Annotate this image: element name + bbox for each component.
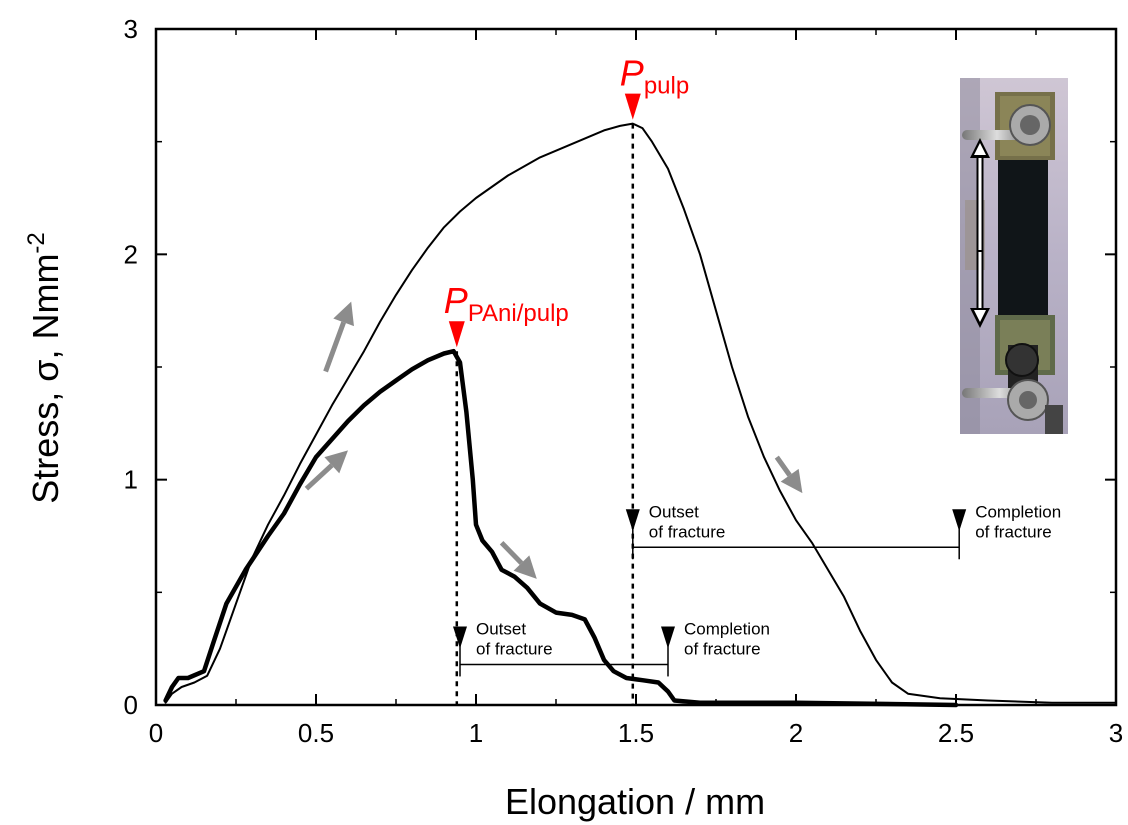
fracture-label-pani-completion-line1: Completion [684, 619, 770, 638]
direction-arrow-head-0 [333, 301, 354, 327]
peak-drop-lines [455, 123, 635, 705]
fracture-marker-pani-completion [661, 626, 675, 649]
x-axis-title: Elongation / mm [505, 781, 765, 822]
y-tick-label: 2 [124, 239, 138, 269]
tension-arrow-down [970, 250, 990, 328]
peak-label-pani-pulp: PPAni/pulp [444, 280, 569, 327]
fracture-label-pulp-outset-line1: Outset [649, 502, 699, 521]
direction-arrows [304, 301, 803, 579]
y-axis-title-symbol: σ [25, 360, 66, 382]
series-line-pulp [164, 122, 1117, 704]
fracture-marker-pani-outset [453, 626, 467, 649]
x-tick-label: 0.5 [298, 718, 334, 748]
y-tick-label: 3 [124, 14, 138, 44]
x-tick-label: 1 [469, 718, 483, 748]
y-axis-title-exponent: -2 [23, 232, 50, 253]
direction-arrow-shaft-0 [323, 321, 346, 373]
x-tick-label: 0 [149, 718, 163, 748]
direction-arrow-shaft-1 [304, 463, 334, 491]
fracture-marker-pulp-completion [952, 509, 967, 532]
fracture-label-pulp-completion-line2: of fracture [975, 522, 1052, 541]
tensile-specimen-photo [960, 78, 1068, 434]
direction-arrow-head-1 [324, 450, 348, 474]
fracture-label-pani-outset-line2: of fracture [476, 639, 553, 658]
direction-arrow-shaft-2 [499, 541, 524, 565]
direction-arrow-head-3 [780, 468, 803, 494]
direction-arrow-shaft-3 [774, 455, 792, 477]
x-tick-label: 1.5 [618, 718, 654, 748]
fracture-label-pani-outset-line1: Outset [476, 619, 526, 638]
direction-arrow-head-2 [513, 555, 537, 579]
fracture-label-pulp-outset-line2: of fracture [649, 522, 726, 541]
y-axis-title-prefix: Stress, [25, 382, 66, 504]
y-axis: 0 1 2 3 [124, 14, 1116, 720]
y-tick-label: 1 [124, 465, 138, 495]
x-tick-label: 3 [1109, 718, 1123, 748]
y-tick-label: 0 [124, 690, 138, 720]
y-axis-title-suffix: , Nmm [25, 254, 66, 360]
peak-label-pulp: Ppulp [620, 53, 689, 100]
x-tick-label: 2.5 [938, 718, 974, 748]
fracture-label-pulp-completion-line1: Completion [975, 502, 1061, 521]
series-line-pani-pulp [163, 348, 959, 708]
x-tick-label: 2 [789, 718, 803, 748]
fracture-marker-pulp-outset [625, 509, 640, 532]
peak-marker-pani-pulp [448, 321, 465, 348]
peak-labels: Ppulp PPAni/pulp [444, 53, 689, 348]
peak-marker-pulp [624, 93, 641, 120]
series-layer [163, 122, 1117, 708]
fracture-label-pani-completion-line2: of fracture [684, 639, 761, 658]
tension-arrow-up [970, 138, 990, 250]
y-axis-title: Stress, σ, Nmm-2 [23, 232, 66, 504]
